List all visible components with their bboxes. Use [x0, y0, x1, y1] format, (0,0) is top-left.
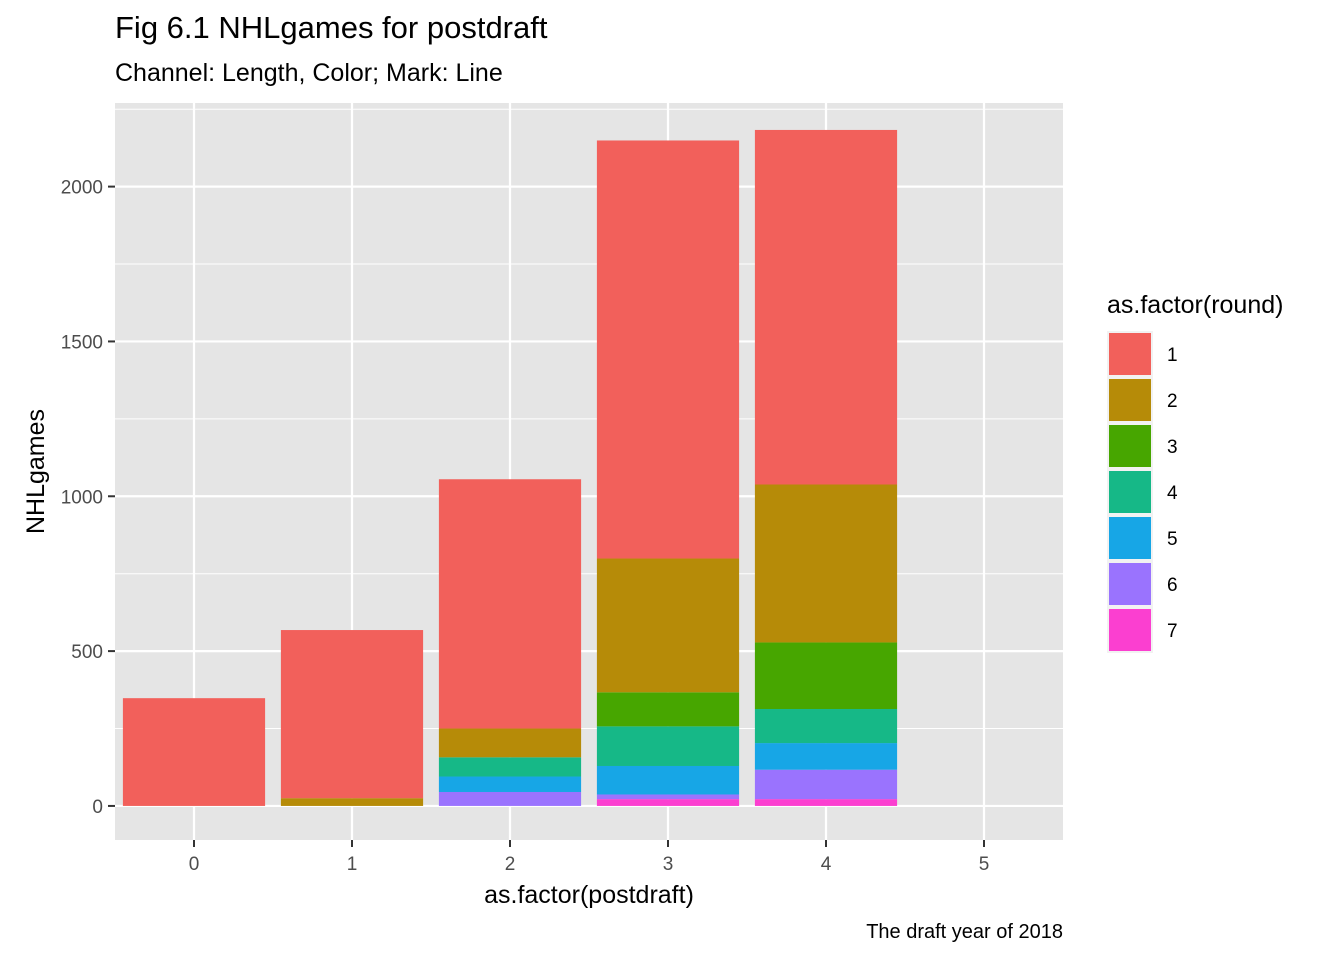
bar-segment-postdraft-2-round-2: [438, 728, 582, 758]
bar-segment-postdraft-3-round-7: [596, 799, 740, 806]
legend-label-round-1: 1: [1167, 345, 1178, 366]
legend-label-round-6: 6: [1167, 575, 1178, 596]
bar-segment-postdraft-1-round-2: [280, 798, 424, 806]
legend-label-round-7: 7: [1167, 621, 1178, 642]
bar-segment-postdraft-4-round-1: [754, 129, 898, 485]
x-tick-label: 2: [505, 854, 516, 875]
x-tick-label: 3: [663, 854, 674, 875]
y-tick-label: 2000: [61, 178, 103, 199]
x-tick-label: 0: [189, 854, 200, 875]
bar-segment-postdraft-4-round-6: [754, 769, 898, 800]
bar-segment-postdraft-3-round-6: [596, 794, 740, 800]
bar-segment-postdraft-2-round-6: [438, 792, 582, 806]
bar-segment-postdraft-4-round-2: [754, 484, 898, 643]
legend-key-round-7: [1109, 609, 1151, 651]
bar-segment-postdraft-3-round-4: [596, 726, 740, 766]
bars: [122, 129, 898, 806]
legend-label-round-4: 4: [1167, 483, 1178, 504]
legend-label-round-3: 3: [1167, 437, 1178, 458]
chart-title: Fig 6.1 NHLgames for postdraft: [115, 10, 548, 45]
legend-key-round-4: [1109, 471, 1151, 513]
y-tick-label: 1500: [61, 332, 103, 353]
x-tick-label: 1: [347, 854, 358, 875]
x-axis-title: as.factor(postdraft): [484, 881, 694, 909]
chart-subtitle: Channel: Length, Color; Mark: Line: [115, 59, 503, 87]
bar-segment-postdraft-4-round-5: [754, 743, 898, 770]
chart-caption: The draft year of 2018: [866, 921, 1063, 943]
y-axis-title: NHLgames: [22, 409, 50, 534]
y-tick-label: 1000: [61, 487, 103, 508]
bar-segment-postdraft-2-round-1: [438, 479, 582, 729]
bar-segment-postdraft-4-round-3: [754, 642, 898, 710]
legend-key-round-3: [1109, 425, 1151, 467]
x-tick-label: 4: [821, 854, 832, 875]
y-tick-label: 500: [71, 642, 103, 663]
bar-segment-postdraft-2-round-5: [438, 776, 582, 793]
legend-title: as.factor(round): [1107, 291, 1283, 319]
bar-segment-postdraft-3-round-1: [596, 140, 740, 559]
bar-segment-postdraft-3-round-3: [596, 692, 740, 727]
y-tick-label: 0: [92, 797, 103, 818]
bar-segment-postdraft-2-round-4: [438, 757, 582, 777]
bar-segment-postdraft-0-round-1: [122, 698, 266, 806]
x-tick-label: 5: [979, 854, 990, 875]
bar-segment-postdraft-1-round-1: [280, 630, 424, 799]
legend-key-round-1: [1109, 333, 1151, 375]
legend: as.factor(round) 1 2 3 4 5 6 7: [1107, 291, 1283, 653]
legend-label-round-2: 2: [1167, 391, 1178, 412]
bar-segment-postdraft-3-round-2: [596, 558, 740, 693]
legend-key-round-6: [1109, 563, 1151, 605]
bar-segment-postdraft-4-round-7: [754, 799, 898, 806]
axes: 0 500 1000 1500 2000 0 1 2 3 4 5 as.factor(postdraf…: [22, 178, 989, 909]
panel-background: [115, 103, 1063, 840]
legend-label-round-5: 5: [1167, 529, 1178, 550]
bar-segment-postdraft-4-round-4: [754, 709, 898, 744]
legend-key-round-2: [1109, 379, 1151, 421]
bar-segment-postdraft-3-round-5: [596, 765, 740, 795]
legend-key-round-5: [1109, 517, 1151, 559]
